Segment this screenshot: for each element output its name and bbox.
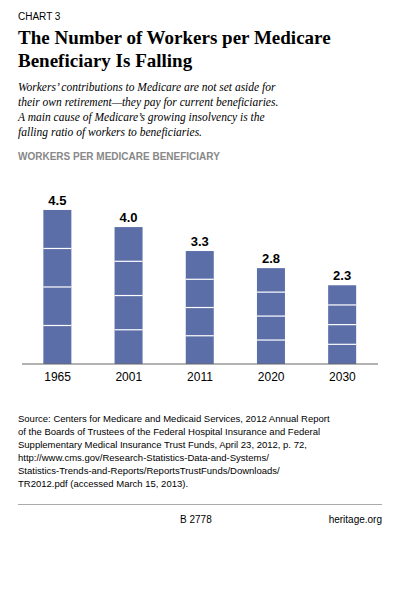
svg-text:4.5: 4.5: [48, 193, 66, 208]
html-text:Workers’ contributions to Medi: Workers’ contributions to Medicare are n…: [18, 81, 276, 93]
svg-text:2.8: 2.8: [262, 251, 280, 266]
html-text:falling ratio of workers to be: falling ratio of workers to beneficiarie…: [18, 126, 202, 138]
html-text:Source: Centers for Medicare a: Source: Centers for Medicare and Medicai…: [18, 413, 330, 424]
html-text:The Number of Workers per Medi: The Number of Workers per Medicare: [18, 27, 331, 48]
html-text:A main cause of Medicare’s gro: A main cause of Medicare’s growing insol…: [18, 111, 265, 123]
svg-text:1965: 1965: [44, 370, 71, 384]
html-text:CHART 3: CHART 3: [18, 11, 61, 22]
svg-text:2020: 2020: [258, 370, 285, 384]
html-text:their own retirement—they pay: their own retirement—they pay for curren…: [18, 96, 279, 108]
html-text:TR2012.pdf (accessed March 15,: TR2012.pdf (accessed March 15, 2013).: [18, 478, 188, 489]
html-text:WORKERS PER MEDICARE BENEFICIA: WORKERS PER MEDICARE BENEFICIARY: [18, 151, 220, 162]
svg-text:3.3: 3.3: [191, 234, 209, 249]
svg-text:2011: 2011: [187, 370, 213, 384]
svg-text:2001: 2001: [115, 370, 142, 384]
svg-text:2.3: 2.3: [333, 268, 351, 283]
html-text:B 2778: B 2778: [180, 514, 212, 525]
html-text:http://www.cms.gov/Research-St: http://www.cms.gov/Research-Statistics-D…: [18, 452, 269, 463]
svg-text:2030: 2030: [329, 370, 356, 384]
html-text:Beneficiary Is Falling: Beneficiary Is Falling: [18, 50, 193, 71]
html-text:heritage.org: heritage.org: [328, 514, 382, 525]
html-text:of the Boards of Trustees of t: of the Boards of Trustees of the Federal…: [18, 426, 321, 437]
html-text:Statistics-Trends-and-Reports/: Statistics-Trends-and-Reports/ReportsTru…: [18, 465, 280, 476]
html-text:Supplementary Medical Insuranc: Supplementary Medical Insurance Trust Fu…: [18, 439, 307, 450]
svg-text:4.0: 4.0: [120, 210, 138, 225]
